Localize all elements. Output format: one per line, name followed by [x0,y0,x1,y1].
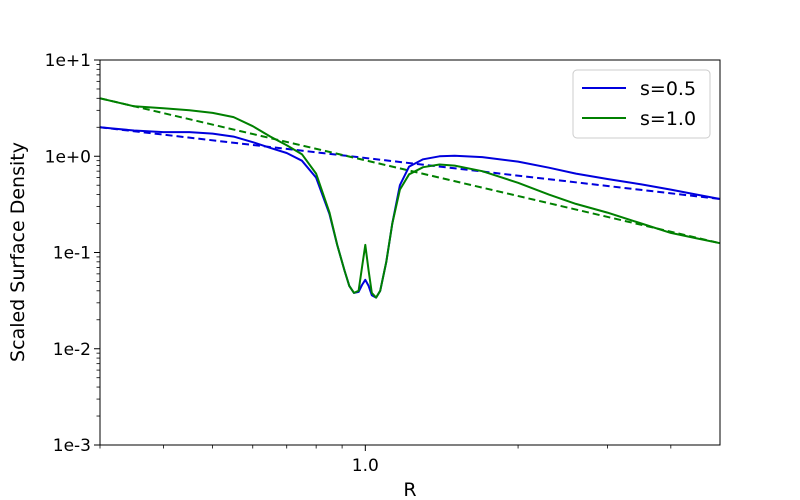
x-axis-label: R [403,479,416,500]
y-tick-label: 1e-3 [53,436,91,456]
y-axis-label: Scaled Surface Density [7,142,29,362]
series-line-0 [99,126,721,299]
y-tick-label: 1e-1 [53,244,91,264]
major-ticks [94,59,366,451]
x-tick-label: 1.0 [352,456,379,476]
legend: s=0.5 s=1.0 [572,69,711,139]
tick-labels: 1.0 1e-3 1e-2 1e-1 1e+0 1e+1 [45,51,379,476]
legend-label-s10: s=1.0 [640,108,696,130]
y-tick-label: 1e-2 [53,340,91,360]
series-line-1 [99,97,721,299]
plot-frame [99,59,721,446]
series-layer [99,97,721,299]
legend-label-s05: s=0.5 [640,78,696,100]
reference-line-3 [99,97,721,245]
y-tick-label: 1e+0 [45,147,91,167]
y-tick-label: 1e+1 [45,51,91,71]
minor-ticks [96,64,672,449]
reference-line-2 [99,126,721,200]
